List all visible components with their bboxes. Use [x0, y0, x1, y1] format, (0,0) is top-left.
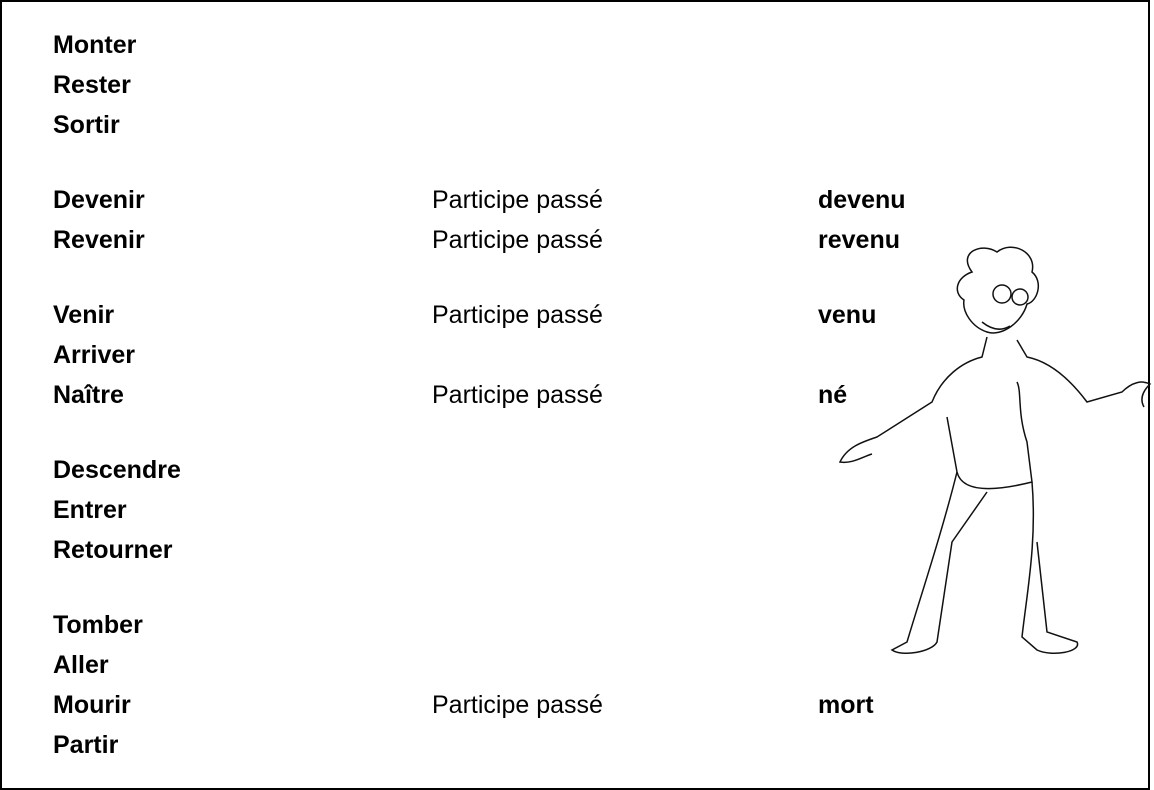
participle-label: Participe passé: [432, 186, 603, 214]
verb: Monter: [53, 31, 137, 59]
verb: Naître: [53, 381, 124, 409]
participle-label: Participe passé: [432, 226, 603, 254]
participle-label: Participe passé: [432, 691, 603, 719]
participle: mort: [818, 691, 874, 719]
verb: Descendre: [53, 456, 181, 484]
verb: Partir: [53, 731, 119, 759]
verb: Venir: [53, 301, 115, 329]
participle: devenu: [818, 186, 906, 214]
verb: Revenir: [53, 226, 145, 254]
verb: Arriver: [53, 341, 135, 369]
woman-illustration: [838, 246, 1152, 654]
participle: venu: [818, 301, 877, 329]
verb: Aller: [53, 651, 109, 679]
participle-label: Participe passé: [432, 381, 603, 409]
participle: revenu: [818, 226, 900, 254]
participle: né: [818, 381, 848, 409]
verb: Mourir: [53, 691, 131, 719]
verb: Retourner: [53, 536, 173, 564]
verb: Tomber: [53, 611, 143, 639]
verb: Devenir: [53, 186, 145, 214]
verb: Rester: [53, 71, 131, 99]
verb: Sortir: [53, 111, 120, 139]
verb: Entrer: [53, 496, 127, 524]
participle-label: Participe passé: [432, 301, 603, 329]
